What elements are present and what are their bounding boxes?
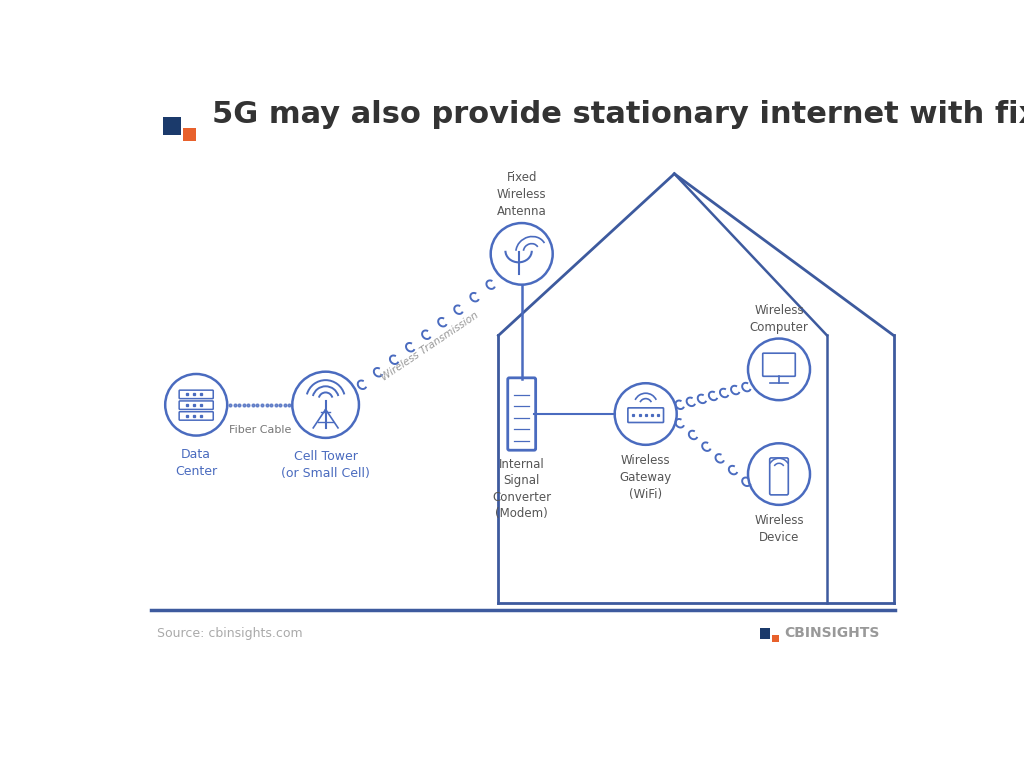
FancyBboxPatch shape <box>163 117 181 135</box>
Text: Wireless
Gateway
(WiFi): Wireless Gateway (WiFi) <box>620 454 672 501</box>
Text: Fiber Cable: Fiber Cable <box>228 425 291 435</box>
FancyBboxPatch shape <box>760 628 770 639</box>
Text: Fixed
Wireless
Antenna: Fixed Wireless Antenna <box>497 170 547 217</box>
Text: 5G may also provide stationary internet with fixed wireless: 5G may also provide stationary internet … <box>212 100 1024 129</box>
FancyBboxPatch shape <box>772 634 779 642</box>
FancyBboxPatch shape <box>183 127 197 141</box>
Text: Cell Tower
(or Small Cell): Cell Tower (or Small Cell) <box>282 450 370 480</box>
Text: Wireless Transmission: Wireless Transmission <box>380 310 480 382</box>
Text: Source: cbinsights.com: Source: cbinsights.com <box>158 627 303 640</box>
Text: Wireless
Device: Wireless Device <box>755 514 804 544</box>
Text: CBINSIGHTS: CBINSIGHTS <box>784 627 880 641</box>
Text: Internal
Signal
Converter
(Modem): Internal Signal Converter (Modem) <box>493 458 551 521</box>
Text: Data
Center: Data Center <box>175 448 217 478</box>
Text: Wireless
Computer: Wireless Computer <box>750 304 808 334</box>
